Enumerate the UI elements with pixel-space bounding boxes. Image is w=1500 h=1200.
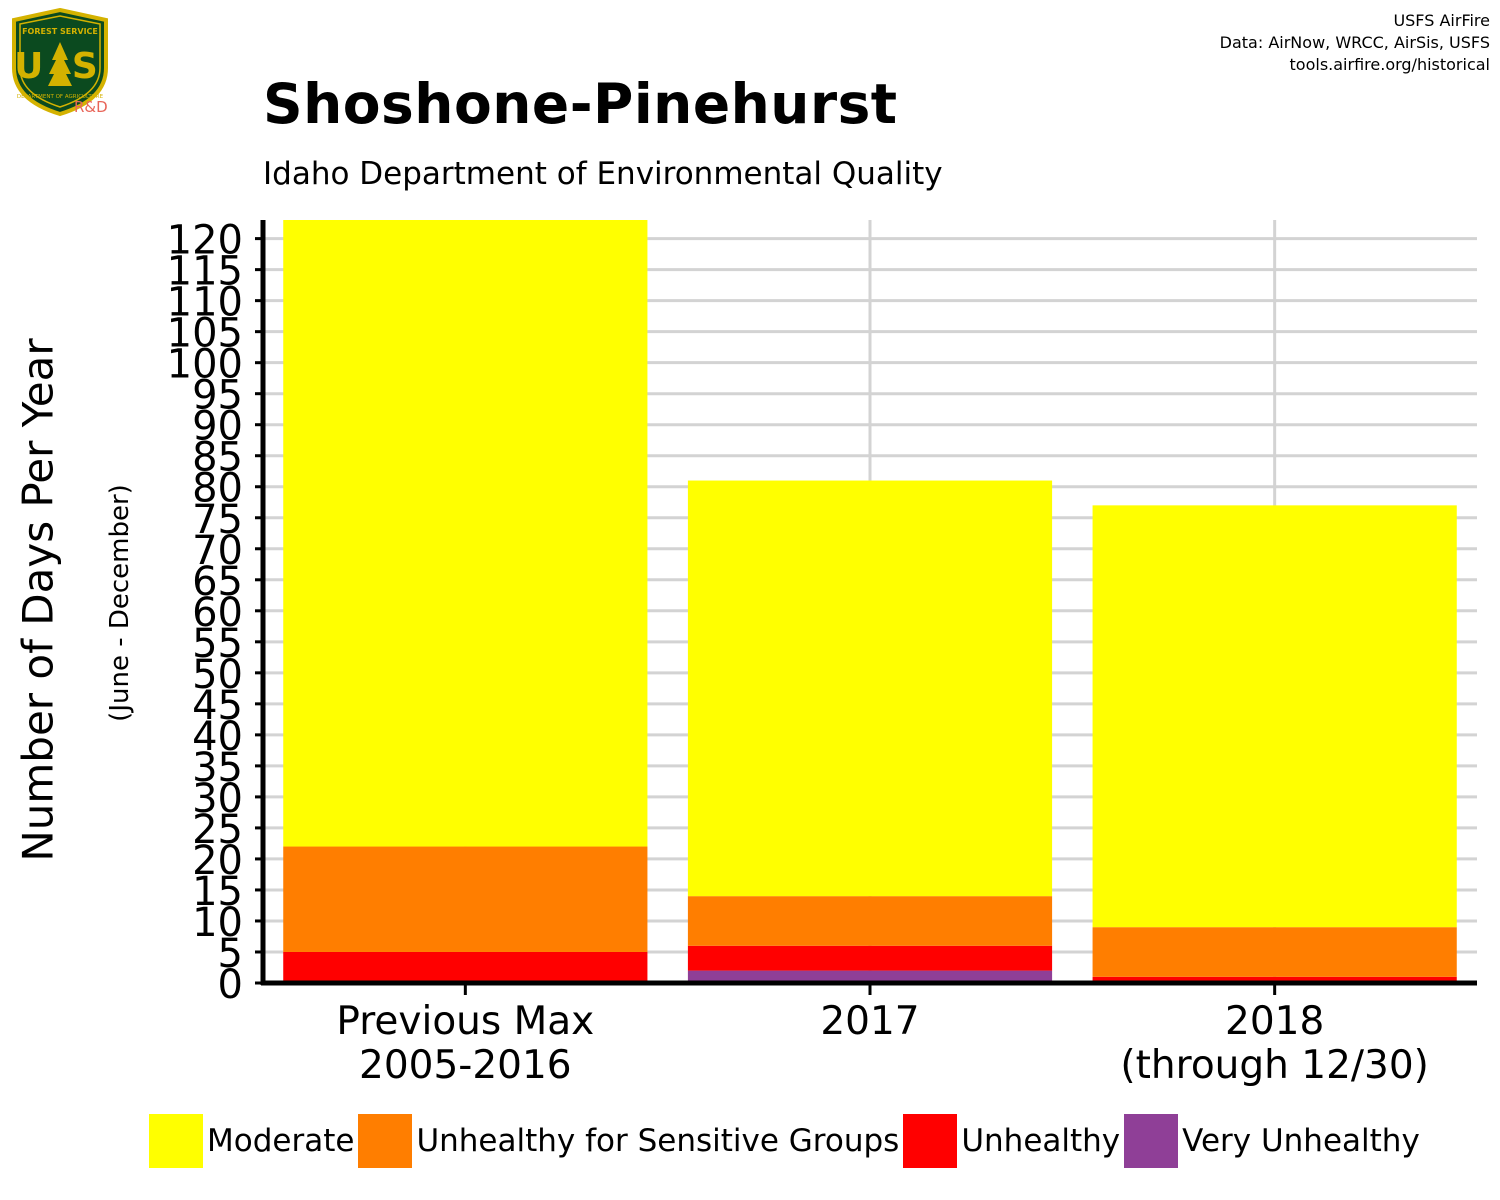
x-tick-label: (through 12/30) [1120,1043,1428,1088]
y-tick-label: 20 [192,838,243,884]
bar-moderate [687,480,1053,897]
legend-item-unhealthy-for-sensitive-groups: Unhealthy for Sensitive Groups [358,1114,899,1168]
credit-line-3: tools.airfire.org/historical [1289,55,1490,74]
y-tick-label: 110 [167,280,243,326]
y-tick-label: 115 [167,249,243,295]
y-tick-label: 55 [192,621,243,667]
legend-label: Moderate [207,1123,355,1159]
legend-swatch [1124,1114,1179,1168]
y-tick-label: 120 [167,218,243,264]
y-tick-label: 100 [167,342,243,388]
svg-text:DEPARTMENT OF AGRICULTURE: DEPARTMENT OF AGRICULTURE [17,94,104,100]
y-tick-label: 30 [192,776,243,822]
bar-very-unhealthy [687,970,1053,983]
legend-label: Unhealthy [961,1123,1121,1159]
bar-unhealthy [283,951,648,983]
legend-swatch [149,1114,203,1168]
y-tick-label: 25 [192,807,243,853]
legend-label: Unhealthy for Sensitive Groups [416,1123,900,1159]
credit-line-2: Data: AirNow, WRCC, AirSis, USFS [1219,33,1490,52]
y-tick-label: 105 [167,311,243,357]
bar-unhealthy [1092,976,1457,983]
usfs-shield-icon: FOREST SERVICE U S DEPARTMENT OF AGRICUL… [12,7,108,117]
credit-line-1: USFS AirFire [1393,11,1490,30]
legend-swatch [358,1114,413,1168]
chart-subtitle: Idaho Department of Environmental Qualit… [263,156,943,192]
y-tick-label: 60 [192,590,243,636]
stacked-bar-chart: 0510152025303540455055606570758085909510… [167,218,1477,1088]
legend-item-moderate: Moderate [149,1114,354,1168]
legend-label: Very Unhealthy [1182,1123,1420,1159]
y-tick-label: 45 [192,683,243,729]
y-tick-label: 80 [192,466,243,512]
bar-moderate [283,220,648,847]
x-tick-label: 2018 [1225,999,1324,1044]
legend-swatch [903,1114,958,1168]
y-tick-label: 35 [192,745,243,791]
svg-text:FOREST SERVICE: FOREST SERVICE [22,27,98,36]
y-tick-label: 40 [192,714,243,760]
legend-item-unhealthy: Unhealthy [903,1114,1120,1168]
rd-badge: R&D [74,98,108,116]
bar-moderate [1092,505,1457,928]
y-tick-label: 75 [192,497,243,543]
bar-unhealthy-for-sensitive-groups [1092,927,1457,977]
y-tick-label: 70 [192,528,243,574]
x-tick-label: Previous Max [336,999,594,1044]
chart-legend: Moderate Unhealthy for Sensitive Groups Un… [149,1114,1424,1168]
y-tick-label: 0 [218,962,243,1008]
y-tick-label: 15 [192,869,243,915]
bar-unhealthy [687,945,1053,971]
y-tick-label: 85 [192,435,243,481]
usfs-logo: FOREST SERVICE U S DEPARTMENT OF AGRICUL… [8,7,112,118]
y-tick-label: 90 [192,404,243,450]
chart-title: Shoshone-Pinehurst [263,72,898,136]
y-tick-label: 10 [192,900,243,946]
y-tick-label: 50 [192,652,243,698]
y-tick-label: 5 [218,931,243,977]
y-tick-label: 95 [192,373,243,419]
bar-unhealthy-for-sensitive-groups [687,896,1053,946]
x-tick-label: 2005-2016 [359,1043,572,1088]
x-tick-label: 2017 [820,999,919,1044]
legend-item-very-unhealthy: Very Unhealthy [1124,1114,1420,1168]
bar-unhealthy-for-sensitive-groups [283,846,648,952]
y-tick-label: 65 [192,559,243,605]
credit-block: USFS AirFire Data: AirNow, WRCC, AirSis,… [1220,10,1490,76]
